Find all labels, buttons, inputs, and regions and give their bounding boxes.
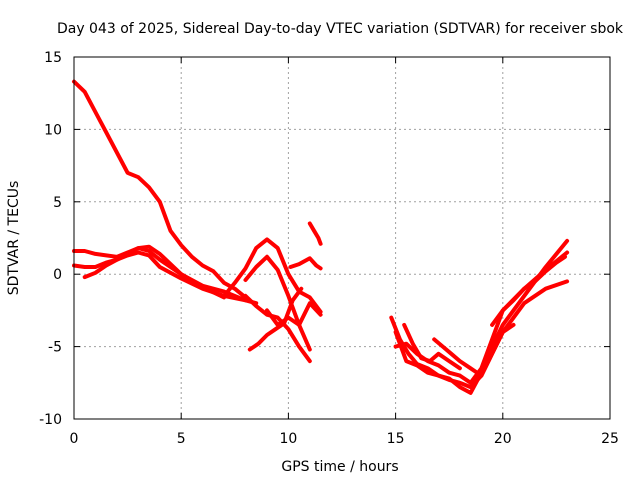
y-tick-label: 15 — [44, 50, 62, 66]
series-line-track-09 — [288, 256, 323, 271]
x-tick-label: 5 — [177, 431, 186, 447]
series-line-track-13 — [393, 250, 570, 385]
x-tick-label: 20 — [494, 431, 512, 447]
axis-ticks: 0 5 10 15 20 25 -10 -5 0 5 10 15 — [39, 50, 619, 447]
series-line-track-05 — [222, 237, 323, 314]
y-tick-label: -10 — [39, 412, 62, 428]
y-tick-label: 10 — [44, 122, 62, 138]
series-line-track-04 — [82, 244, 227, 300]
plot-frame — [73, 56, 611, 420]
series-line-track-15 — [402, 322, 462, 371]
x-tick-label: 15 — [387, 431, 405, 447]
y-tick-label: 5 — [53, 195, 62, 211]
series-line-track-02 — [72, 246, 259, 306]
series-line-track-01 — [72, 79, 248, 300]
series-line-track-11 — [265, 301, 323, 327]
chart-title: Day 043 of 2025, Sidereal Day-to-day VTE… — [57, 21, 624, 37]
grid — [74, 57, 610, 419]
y-axis-label: SDTVAR / TECUs — [6, 181, 22, 296]
y-tick-label: 0 — [53, 267, 62, 283]
x-tick-label: 0 — [70, 431, 79, 447]
series-line-track-17 — [490, 254, 567, 327]
series-line-track-16 — [432, 322, 516, 378]
series-line-track-12 — [389, 238, 570, 395]
series-group — [72, 79, 570, 395]
series-line-track-10 — [307, 221, 323, 246]
series-line-track-14 — [393, 279, 570, 390]
series-line-track-08 — [247, 286, 304, 352]
series-line-track-07 — [243, 293, 312, 364]
x-axis-label: GPS time / hours — [281, 459, 398, 475]
x-tick-label: 10 — [279, 431, 297, 447]
x-tick-label: 25 — [601, 431, 619, 447]
y-tick-label: -5 — [48, 340, 62, 356]
